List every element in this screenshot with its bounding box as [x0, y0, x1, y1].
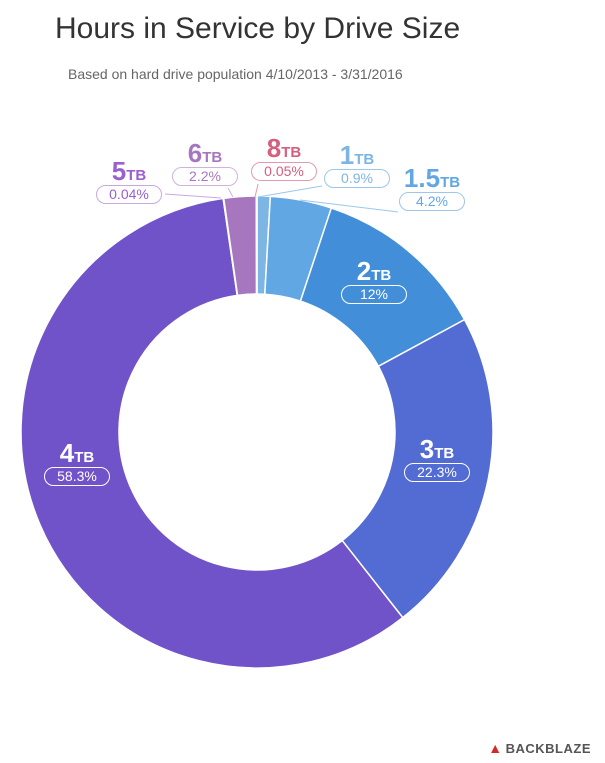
leader-line: [257, 185, 323, 198]
label-6tb: 6TB 2.2%: [172, 140, 238, 186]
label-1-5tb: 1.5TB 4.2%: [399, 165, 465, 211]
label-4tb: 4TB 58.3%: [44, 440, 110, 486]
leader-line: [227, 187, 234, 198]
leader-line: [254, 183, 259, 198]
slice-4tb: [20, 197, 404, 669]
flame-icon: ▲: [488, 740, 503, 756]
chart-subtitle: Based on hard drive population 4/10/2013…: [68, 66, 403, 82]
leader-line: [299, 199, 399, 213]
backblaze-logo: ▲ BACKBLAZE: [488, 740, 591, 756]
slice-8tb: [255, 195, 258, 295]
label-1tb: 1TB 0.9%: [324, 142, 390, 188]
label-3tb: 3TB 22.3%: [404, 436, 470, 482]
label-2tb: 2TB 12%: [341, 258, 407, 304]
chart-title: Hours in Service by Drive Size: [55, 12, 461, 45]
label-5tb: 5TB 0.04%: [96, 158, 162, 204]
label-8tb: 8TB 0.05%: [251, 135, 317, 181]
leader-line: [164, 193, 222, 199]
slice-3tb: [341, 318, 494, 619]
